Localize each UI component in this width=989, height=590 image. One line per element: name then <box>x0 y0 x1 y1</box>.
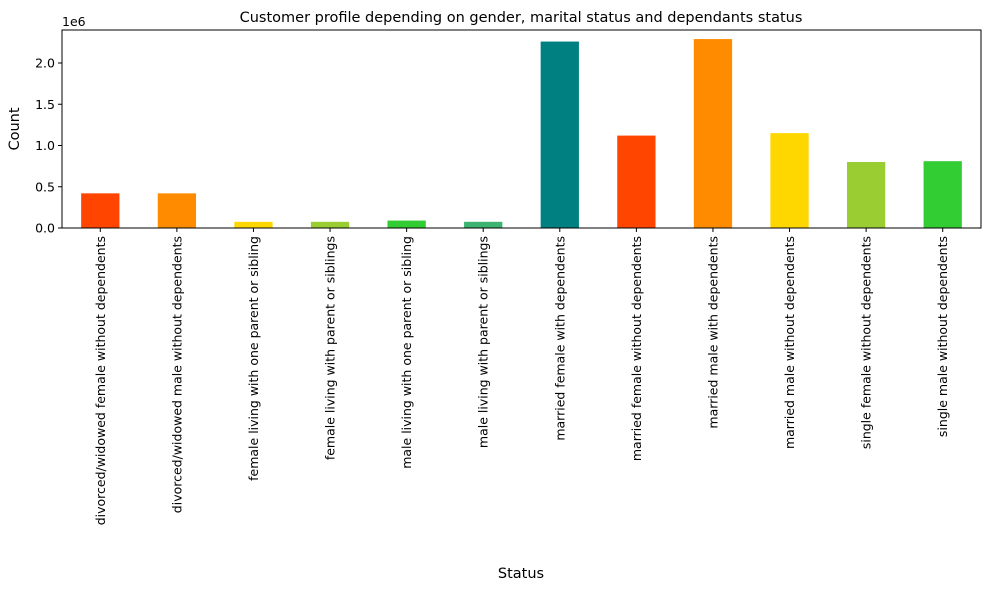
bar-4 <box>310 221 350 228</box>
bar-9 <box>693 39 733 229</box>
bar-11 <box>846 162 886 228</box>
chart-title: Customer profile depending on gender, ma… <box>240 10 803 26</box>
x-tick-label: male living with parent or siblings <box>476 236 491 448</box>
x-tick-label: divorced/widowed female without dependen… <box>93 236 108 525</box>
x-tick-label: female living with parent or siblings <box>323 236 338 460</box>
y-tick-label: 2.0 <box>35 56 55 71</box>
axes-frame <box>61 29 982 229</box>
bar-3 <box>234 221 273 228</box>
plot-area: 0.0 0.5 1.0 1.5 2.0 divorced/widowed female w… <box>35 29 982 525</box>
y-tick-label: 1.0 <box>35 138 55 153</box>
bar-1 <box>81 193 120 228</box>
x-tick-label: married female without dependents <box>629 236 644 461</box>
x-tick-label: married female with dependents <box>552 236 567 441</box>
bar-5 <box>387 220 426 228</box>
y-tick-label: 0.5 <box>35 179 55 194</box>
y-axis-label: Count <box>7 107 23 150</box>
x-axis-label: Status <box>498 566 544 582</box>
x-tick-label: divorced/widowed male without dependents <box>169 236 184 513</box>
x-tick-label: female living with one parent or sibling <box>246 236 261 481</box>
x-tick-label: single male without dependents <box>935 236 950 437</box>
bar-2 <box>157 193 197 228</box>
bar-8 <box>617 135 656 228</box>
bar-6 <box>464 221 503 228</box>
x-tick-label: single female without dependents <box>859 236 874 449</box>
y-axis-offset-label: 1e6 <box>62 14 86 29</box>
y-tick-label: 0.0 <box>35 221 55 236</box>
x-tick-label: male living with one parent or sibling <box>399 236 414 469</box>
y-tick-label: 1.5 <box>35 97 55 112</box>
bar-7 <box>540 41 579 228</box>
bar-10 <box>770 133 809 228</box>
x-tick-label: married male without dependents <box>782 236 797 449</box>
bar-12 <box>923 161 962 228</box>
x-tick-label: married male with dependents <box>705 236 720 429</box>
